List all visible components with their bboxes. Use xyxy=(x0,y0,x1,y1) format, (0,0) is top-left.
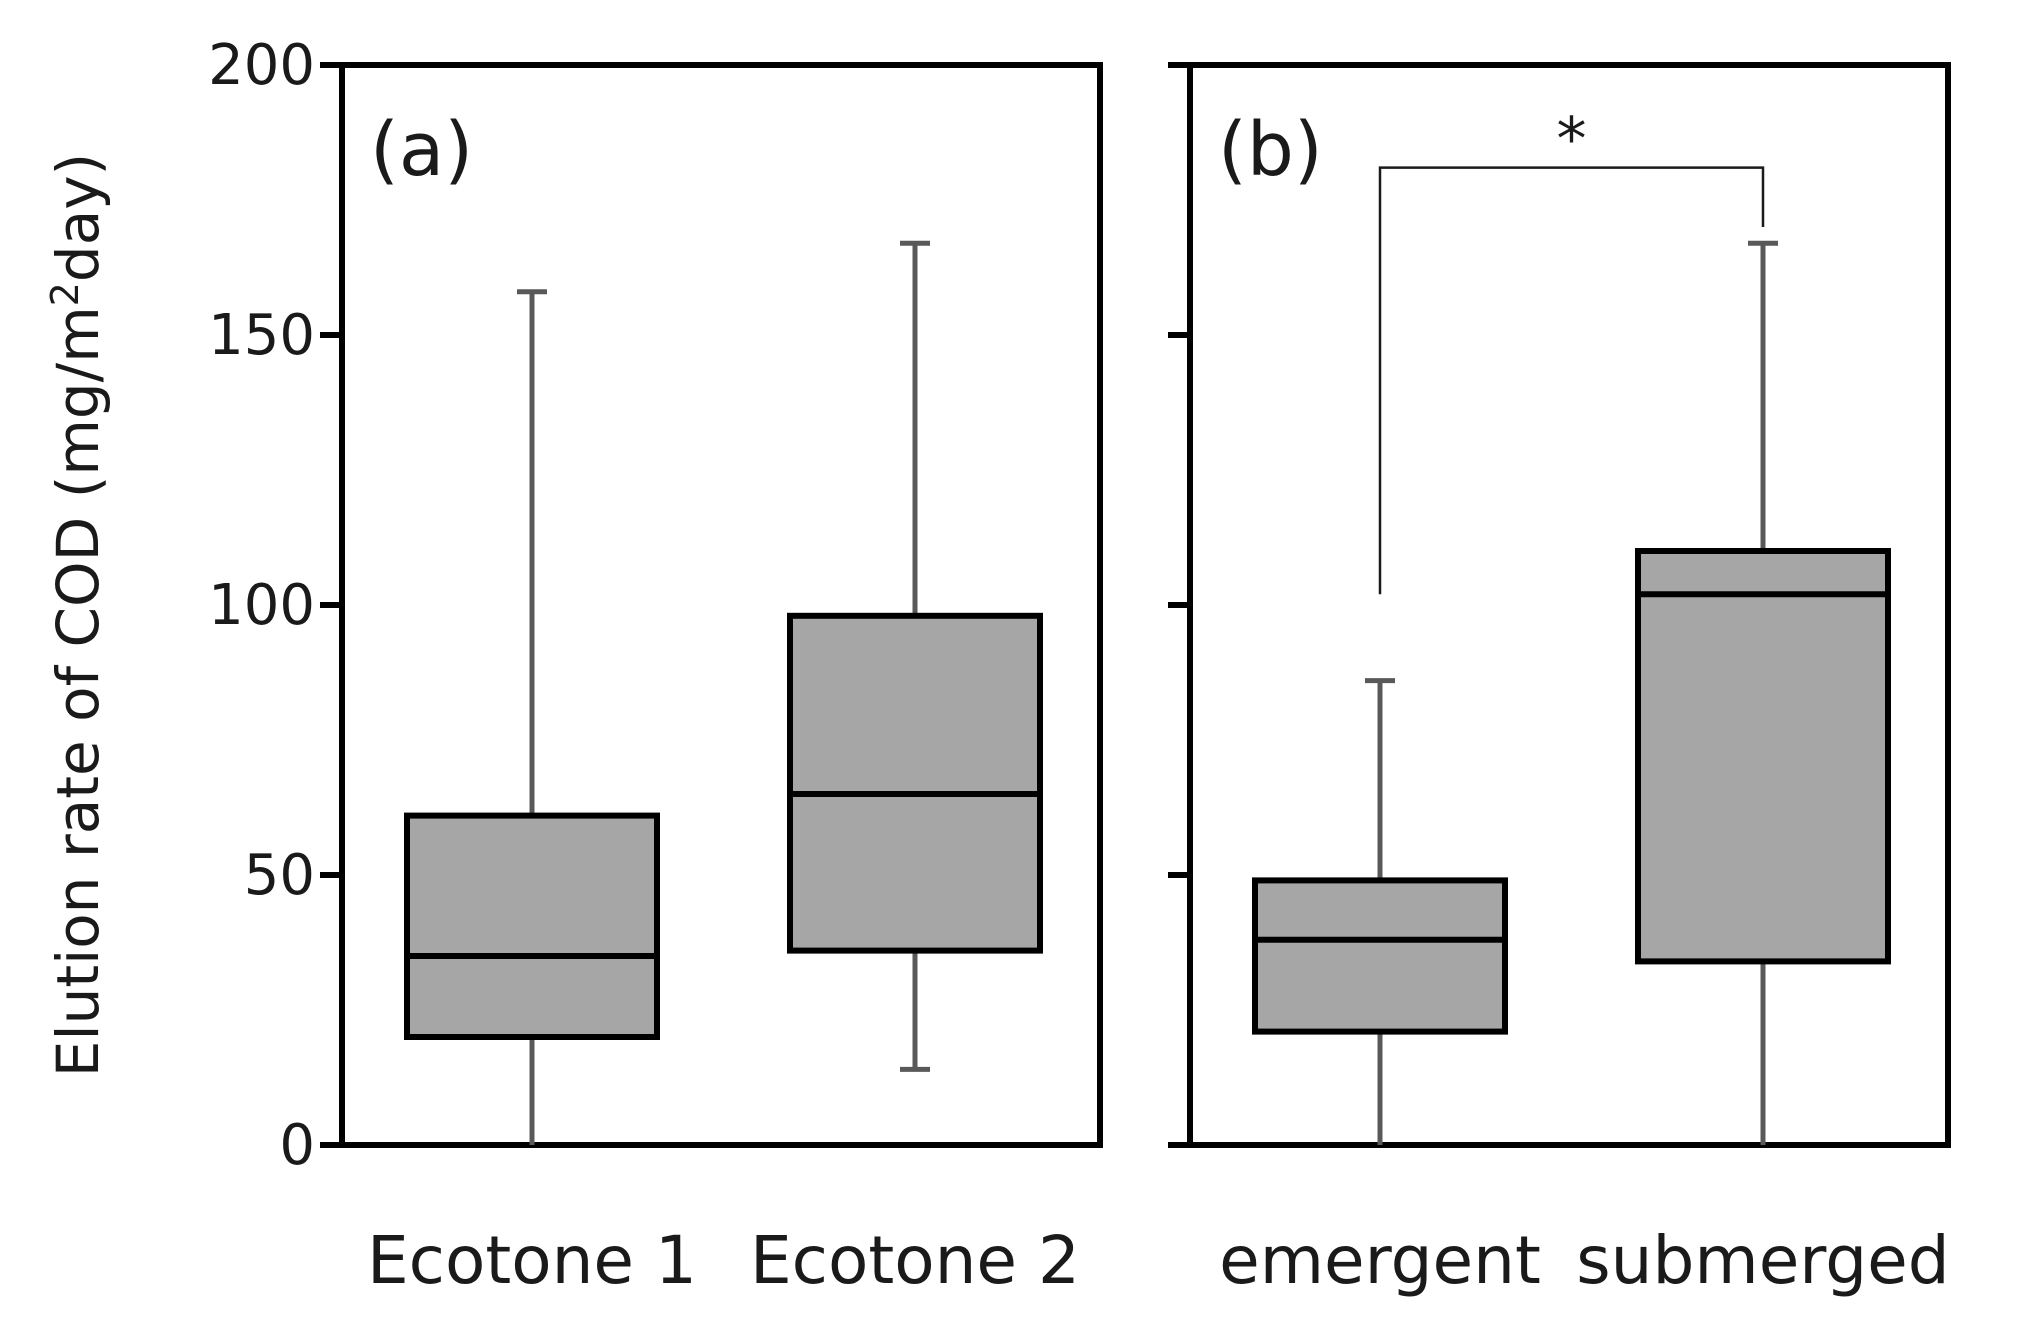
significance-bracket xyxy=(1378,166,1765,595)
category-label: emergent xyxy=(1219,1222,1541,1299)
panel-a xyxy=(320,62,1103,1148)
panel-b xyxy=(1168,62,1951,1148)
box-iqr xyxy=(404,812,660,1040)
box-iqr xyxy=(1635,548,1891,965)
panel-label: (a) xyxy=(370,107,473,193)
box-iqr xyxy=(787,612,1043,954)
y-tick-label: 0 xyxy=(279,1113,315,1178)
y-tick-label: 200 xyxy=(208,33,315,98)
significance-star: * xyxy=(1557,105,1587,175)
category-label: Ecotone 2 xyxy=(750,1222,1080,1299)
category-label: Ecotone 1 xyxy=(367,1222,697,1299)
category-label: submerged xyxy=(1576,1222,1949,1299)
y-axis-label: Elution rate of COD (mg/m2day) xyxy=(43,153,112,1077)
box-iqr xyxy=(1252,877,1508,1035)
y-tick-label: 50 xyxy=(244,843,315,908)
y-tick-label: 100 xyxy=(208,573,315,638)
panel-label: (b) xyxy=(1218,107,1323,193)
y-tick-label: 150 xyxy=(208,303,315,368)
